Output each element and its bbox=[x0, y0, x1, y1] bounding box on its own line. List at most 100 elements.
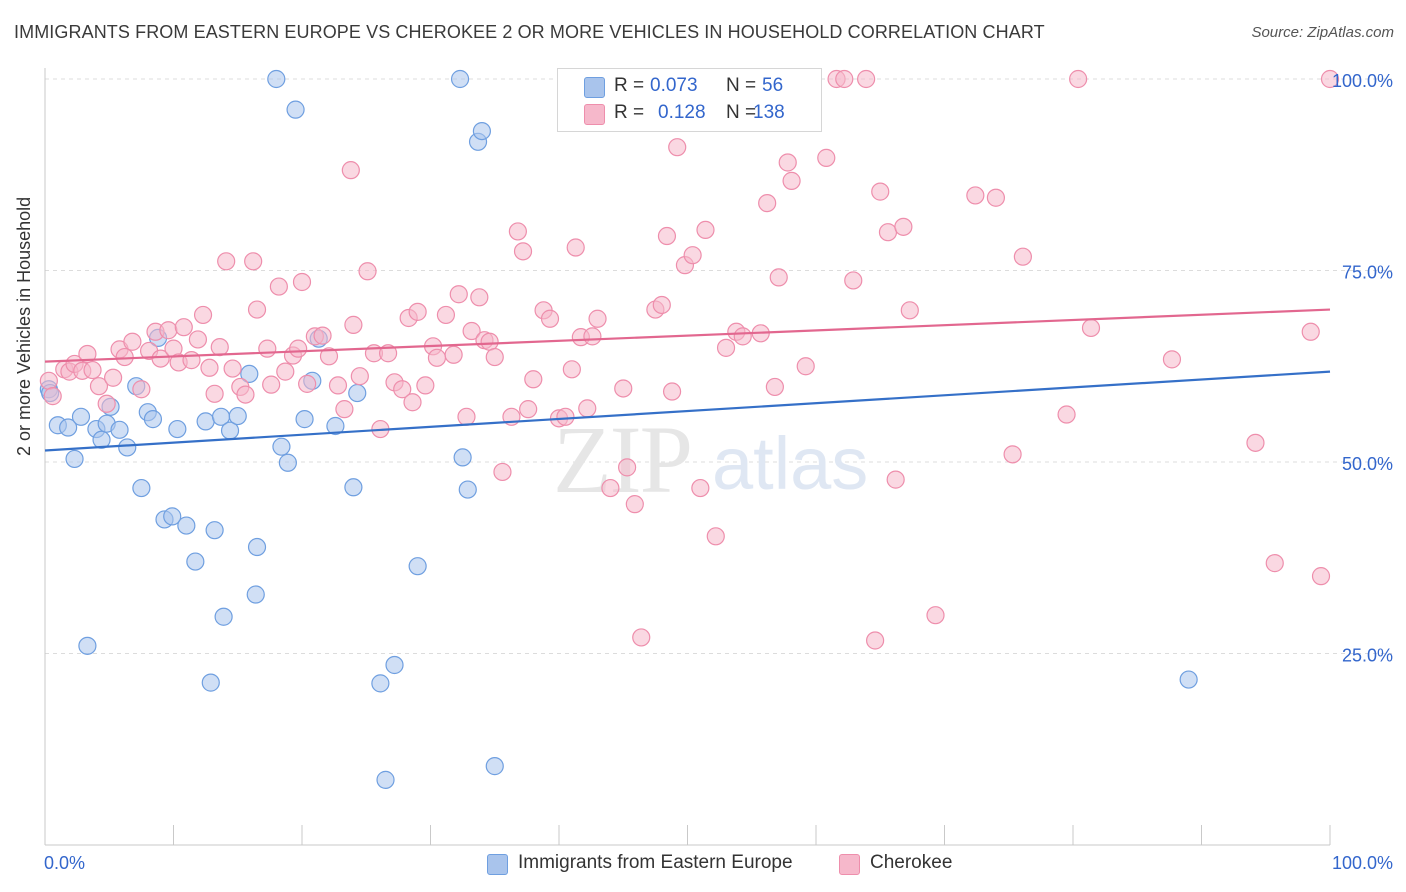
point-cherokee bbox=[778, 153, 797, 172]
n-value: 56 bbox=[762, 75, 784, 96]
point-cherokee bbox=[159, 321, 178, 340]
point-cherokee bbox=[210, 338, 229, 357]
point-cherokee bbox=[866, 631, 885, 650]
y-tick-label: 75.0% bbox=[1342, 263, 1393, 283]
point-cherokee bbox=[652, 295, 671, 315]
point-immigrants bbox=[177, 516, 196, 535]
point-cherokee bbox=[449, 285, 468, 304]
point-cherokee bbox=[1246, 433, 1265, 452]
stats-legend: R = 0.073 N = 56 R = 0.128 N = 138 bbox=[557, 68, 822, 132]
point-cherokee bbox=[480, 332, 499, 351]
point-cherokee bbox=[632, 628, 651, 647]
point-immigrants bbox=[65, 449, 84, 469]
r-label: R = bbox=[614, 102, 645, 123]
point-cherokee bbox=[97, 394, 116, 413]
point-cherokee bbox=[1003, 445, 1022, 464]
y-tick-label: 25.0% bbox=[1342, 646, 1393, 666]
trend-line-cherokee bbox=[44, 308, 1331, 363]
point-cherokee bbox=[588, 309, 607, 328]
point-immigrants bbox=[385, 655, 404, 675]
point-cherokee bbox=[765, 377, 784, 397]
point-cherokee bbox=[657, 226, 677, 246]
cherokee-swatch bbox=[584, 104, 605, 125]
point-cherokee bbox=[614, 379, 633, 398]
immigrants-legend-swatch bbox=[487, 854, 508, 875]
point-cherokee bbox=[427, 348, 447, 367]
point-cherokee bbox=[562, 360, 581, 379]
point-cherokee bbox=[519, 400, 538, 419]
point-immigrants bbox=[371, 674, 390, 693]
point-cherokee bbox=[1057, 405, 1076, 424]
point-cherokee bbox=[313, 326, 332, 345]
point-immigrants bbox=[376, 770, 395, 789]
point-cherokee bbox=[1311, 567, 1331, 586]
point-cherokee bbox=[350, 367, 369, 386]
point-cherokee bbox=[89, 377, 109, 396]
point-cherokee bbox=[236, 385, 255, 404]
point-cherokee bbox=[691, 478, 710, 498]
point-immigrants bbox=[240, 364, 259, 384]
point-immigrants bbox=[408, 557, 427, 576]
point-cherokee bbox=[319, 347, 339, 366]
point-immigrants bbox=[92, 430, 111, 449]
point-cherokee bbox=[835, 69, 854, 89]
point-cherokee bbox=[416, 376, 435, 395]
r-value: 0.073 bbox=[650, 75, 698, 96]
point-cherokee bbox=[540, 309, 560, 328]
point-immigrants bbox=[485, 757, 504, 776]
point-cherokee bbox=[857, 69, 876, 89]
point-cherokee bbox=[508, 222, 527, 241]
point-cherokee bbox=[625, 495, 644, 514]
point-cherokee bbox=[115, 347, 134, 367]
legend-label: Cherokee bbox=[870, 852, 953, 873]
point-cherokee bbox=[298, 374, 317, 393]
point-cherokee bbox=[174, 318, 193, 337]
point-cherokee bbox=[436, 305, 456, 325]
point-cherokee bbox=[556, 407, 575, 426]
point-cherokee bbox=[193, 305, 213, 325]
point-cherokee bbox=[335, 400, 354, 419]
point-immigrants bbox=[205, 521, 224, 540]
point-immigrants bbox=[458, 480, 477, 499]
point-cherokee bbox=[200, 358, 219, 377]
point-cherokee bbox=[1081, 318, 1101, 338]
point-cherokee bbox=[217, 252, 236, 271]
point-cherokee bbox=[470, 288, 489, 307]
point-immigrants bbox=[143, 410, 163, 429]
r-label: R = bbox=[614, 75, 645, 96]
point-cherokee bbox=[408, 302, 427, 321]
point-cherokee bbox=[182, 351, 201, 370]
point-immigrants bbox=[267, 69, 286, 89]
point-immigrants bbox=[272, 437, 291, 456]
point-cherokee bbox=[132, 380, 151, 399]
point-immigrants bbox=[247, 537, 267, 557]
point-cherokee bbox=[269, 277, 288, 296]
point-cherokee bbox=[83, 360, 102, 380]
point-cherokee bbox=[1013, 247, 1032, 266]
point-cherokee bbox=[706, 527, 725, 546]
point-cherokee bbox=[457, 407, 476, 426]
x-tick-labels: 0.0% 100.0% bbox=[44, 853, 1393, 873]
point-cherokee bbox=[328, 376, 348, 395]
point-cherokee bbox=[900, 301, 919, 320]
n-label: N = bbox=[726, 102, 757, 123]
point-cherokee bbox=[796, 357, 815, 376]
n-value: 138 bbox=[753, 102, 785, 123]
y-tick-label: 100.0% bbox=[1332, 71, 1393, 91]
point-cherokee bbox=[244, 252, 263, 271]
point-immigrants bbox=[472, 121, 491, 141]
point-cherokee bbox=[583, 327, 602, 346]
point-cherokee bbox=[524, 370, 543, 389]
point-immigrants bbox=[344, 478, 363, 497]
point-cherokee bbox=[1069, 69, 1088, 89]
point-cherokee bbox=[341, 161, 360, 180]
point-cherokee bbox=[817, 148, 836, 167]
point-cherokee bbox=[618, 458, 637, 477]
point-cherokee bbox=[696, 220, 715, 240]
point-immigrants bbox=[163, 507, 182, 526]
point-cherokee bbox=[716, 338, 736, 357]
point-immigrants bbox=[110, 420, 129, 439]
point-cherokee bbox=[601, 478, 620, 498]
point-cherokee bbox=[223, 359, 242, 378]
